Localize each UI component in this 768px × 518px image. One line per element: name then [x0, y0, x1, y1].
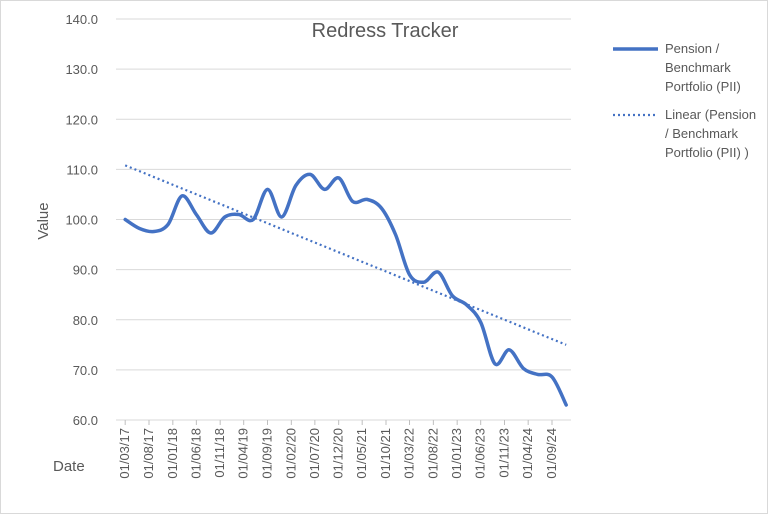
x-tick-label: 01/08/17 — [141, 428, 156, 479]
x-tick-label: 01/06/18 — [188, 428, 203, 479]
x-tick-label: 01/07/20 — [307, 428, 322, 479]
x-tick-label: 01/11/18 — [212, 428, 227, 478]
y-axis-title: Value — [35, 202, 52, 239]
x-axis-title: Date — [53, 458, 85, 475]
x-tick-label: 01/12/20 — [331, 428, 346, 479]
x-tick-label: 01/01/18 — [165, 428, 180, 479]
x-tick-labels: 01/03/17 01/08/17 01/01/18 01/06/18 01/11/18… — [117, 428, 559, 479]
x-tick-label: 01/10/21 — [378, 428, 393, 479]
x-tick-label: 01/08/22 — [425, 428, 440, 479]
x-tick-label: 01/03/17 — [117, 428, 132, 479]
x-axis-line-group — [116, 419, 571, 425]
gridlines — [116, 18, 571, 371]
x-tick-label: 01/03/22 — [402, 428, 417, 479]
series-line-trend — [124, 164, 567, 346]
x-tick-label: 01/11/23 — [497, 428, 512, 478]
y-tick-label: 110.0 — [66, 162, 98, 177]
y-tick-label: 80.0 — [73, 313, 98, 328]
x-tick-label: 01/04/19 — [236, 428, 251, 479]
x-tick-label: 01/09/24 — [544, 428, 559, 479]
y-tick-labels: 60.0 70.0 80.0 90.0 100.0 110.0 120.0 130.0 140.… — [65, 12, 98, 428]
legend-label: Pension / Benchmark Portfolio (PII)Pensi… — [665, 41, 741, 94]
legend: Pension / Benchmark Portfolio (PII)Pensi… — [613, 41, 756, 160]
series-line-pension — [123, 172, 568, 407]
y-tick-label: 90.0 — [73, 263, 98, 278]
y-tick-label: 100.0 — [65, 213, 98, 228]
y-tick-label: 60.0 — [73, 413, 98, 428]
legend-label: Linear (Pension / Benchmark Portfolio (P… — [665, 107, 756, 160]
x-tick-label: 01/02/20 — [283, 428, 298, 479]
chart-title: Redress Tracker — [312, 20, 459, 42]
y-tick-label: 120.0 — [65, 112, 98, 127]
y-tick-label: 140.0 — [65, 12, 98, 27]
x-tick-label: 01/04/24 — [520, 428, 535, 479]
x-tick-label: 01/09/19 — [260, 428, 275, 479]
y-tick-label: 70.0 — [73, 363, 98, 378]
y-tick-label: 130.0 — [65, 62, 98, 77]
x-tick-label: 01/01/23 — [449, 428, 464, 479]
x-tick-label: 01/05/21 — [354, 428, 369, 479]
x-tick-label: 01/06/23 — [473, 428, 488, 479]
plot-area — [123, 164, 568, 407]
